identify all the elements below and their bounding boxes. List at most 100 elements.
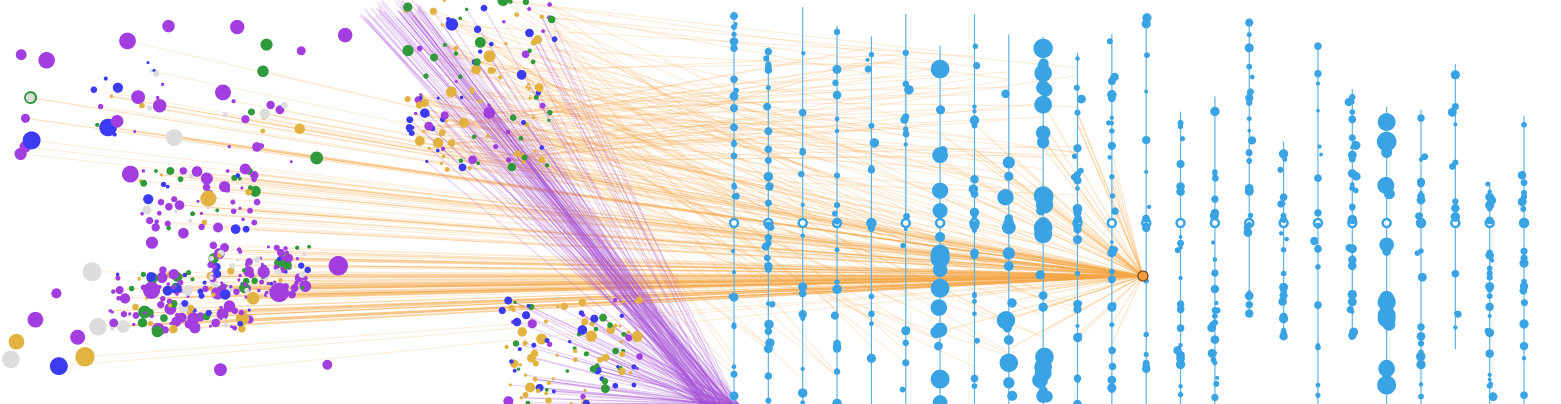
column-node: [1211, 393, 1219, 402]
column-node: [974, 337, 981, 344]
node: [156, 272, 168, 283]
edge: [360, 13, 712, 404]
column-node: [1315, 81, 1321, 86]
node: [230, 19, 245, 35]
node: [142, 205, 152, 215]
edge: [628, 331, 735, 404]
column-node: [1073, 176, 1082, 185]
node: [187, 304, 195, 312]
column-node: [1109, 174, 1115, 180]
edge: [225, 275, 1144, 295]
column-node: [901, 326, 911, 336]
column-node: [1347, 289, 1357, 300]
column-node: [1177, 391, 1184, 398]
node: [418, 96, 423, 100]
edge: [605, 356, 703, 404]
node: [419, 93, 423, 97]
column-node: [1144, 89, 1149, 94]
column-node: [830, 311, 839, 320]
edge: [225, 275, 1144, 326]
column-node: [1249, 74, 1255, 80]
node: [618, 324, 622, 328]
column-node: [866, 353, 877, 363]
edge: [224, 186, 1144, 277]
column-node: [1111, 207, 1119, 216]
node: [427, 146, 431, 150]
node: [535, 388, 541, 394]
column-node: [932, 203, 948, 219]
column-node: [1486, 274, 1493, 281]
column-node: [1107, 375, 1117, 385]
node: [253, 198, 261, 206]
column-node: [1279, 291, 1288, 300]
node: [602, 353, 610, 362]
node: [178, 227, 189, 239]
edge: [1111, 275, 1144, 294]
edge: [400, 0, 730, 404]
edge: [524, 157, 803, 299]
column-node: [1144, 52, 1150, 59]
node: [525, 28, 534, 38]
node: [211, 292, 216, 297]
edge: [380, 2, 708, 404]
edge: [239, 207, 1144, 277]
edge: [378, 8, 734, 404]
edge: [428, 125, 975, 151]
column-node: [1416, 195, 1426, 205]
node: [421, 129, 426, 134]
edge: [528, 83, 769, 239]
edge: [438, 97, 872, 318]
column-node: [1074, 109, 1081, 116]
edge: [111, 95, 1144, 277]
node: [578, 298, 587, 307]
column-node: [1521, 355, 1527, 361]
node: [612, 347, 619, 355]
node: [247, 207, 253, 214]
column-node: [1245, 93, 1254, 102]
node: [522, 0, 530, 6]
edge: [553, 378, 734, 404]
edge: [537, 39, 721, 404]
column-node: [1178, 275, 1183, 281]
edge: [1077, 112, 1144, 277]
edge: [429, 138, 735, 149]
edge: [420, 94, 769, 346]
node: [177, 176, 184, 183]
edge: [442, 119, 707, 404]
edge: [246, 264, 1144, 277]
node: [175, 292, 179, 296]
column-node: [1007, 298, 1017, 308]
edge: [217, 275, 1144, 294]
node: [199, 211, 204, 215]
edge: [451, 91, 1078, 153]
edge: [569, 341, 729, 404]
node: [328, 256, 349, 276]
node: [521, 311, 531, 320]
edge: [192, 213, 1144, 277]
node: [522, 391, 529, 398]
node: [146, 61, 150, 65]
node: [471, 64, 481, 75]
node: [181, 299, 189, 307]
edge: [542, 30, 907, 352]
node: [212, 264, 218, 270]
column-node: [798, 310, 807, 319]
edge: [417, 9, 716, 404]
column-node: [1207, 323, 1217, 333]
node: [528, 96, 532, 100]
node: [143, 194, 154, 205]
edge: [375, 14, 709, 404]
edge: [1042, 196, 1144, 277]
edge: [597, 369, 732, 404]
edge: [488, 104, 803, 295]
node: [520, 304, 524, 309]
edge: [378, 9, 735, 404]
edge: [579, 333, 717, 404]
column-hub: [728, 217, 740, 229]
node: [589, 365, 597, 373]
column-hub: [1175, 217, 1186, 229]
node: [202, 183, 211, 192]
node: [498, 306, 506, 315]
edge: [180, 178, 1144, 277]
column-node: [1485, 251, 1494, 260]
